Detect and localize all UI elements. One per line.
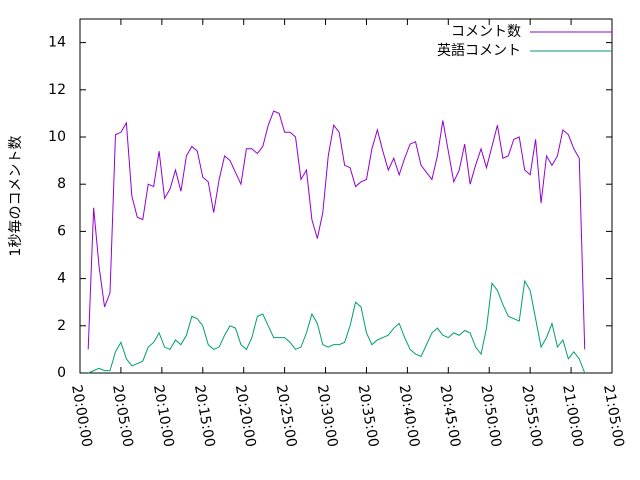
x-tick-label: 20:00:00	[68, 384, 95, 449]
x-tick-label: 20:30:00	[314, 384, 341, 449]
legend-label: コメント数	[451, 24, 521, 40]
x-tick-label: 20:50:00	[477, 384, 504, 449]
y-tick-label: 8	[57, 176, 66, 192]
x-tick-label: 21:00:00	[559, 384, 586, 449]
y-tick-label: 10	[48, 129, 66, 145]
y-tick-label: 4	[57, 271, 66, 287]
data-line	[87, 279, 586, 374]
y-tick-label: 0	[57, 365, 66, 381]
x-tick-label: 20:15:00	[191, 384, 218, 449]
x-tick-label: 20:55:00	[518, 384, 545, 449]
y-axis-label: 1秒毎のコメント数	[8, 136, 24, 257]
y-tick-label: 14	[48, 35, 66, 51]
x-tick-label: 20:35:00	[355, 384, 382, 449]
x-tick-label: 20:25:00	[273, 384, 300, 449]
data-line	[87, 110, 586, 350]
y-tick-label: 6	[57, 223, 66, 239]
y-tick-label: 12	[48, 82, 66, 98]
x-tick-label: 21:05:00	[600, 384, 627, 449]
legend-label: 英語コメント	[437, 42, 521, 59]
x-tick-label: 20:10:00	[150, 384, 177, 449]
x-tick-label: 20:05:00	[109, 384, 136, 449]
x-tick-label: 20:45:00	[436, 384, 463, 449]
plot-border	[79, 18, 613, 374]
x-tick-label: 20:20:00	[232, 384, 259, 449]
x-tick-label: 20:40:00	[396, 384, 423, 449]
y-tick-label: 2	[57, 318, 66, 334]
